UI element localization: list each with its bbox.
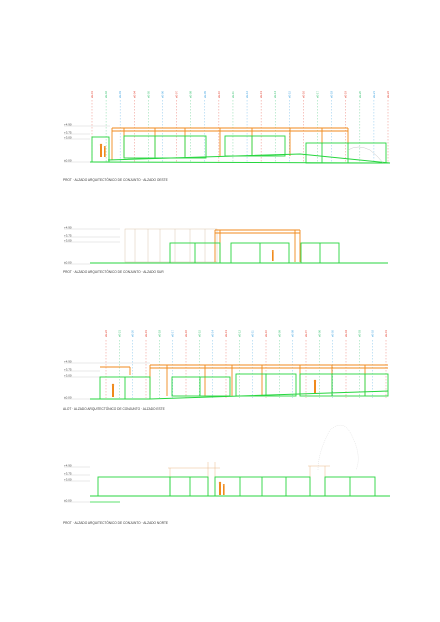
axis-label: eE-10 xyxy=(264,330,268,337)
axis-label: eE-19 xyxy=(144,330,148,337)
axis-label: eE-06 xyxy=(317,330,321,337)
axis-label: eE-10 xyxy=(217,91,221,98)
elevation-norte: +4.90 +3.75 +3.00 ±0.00 xyxy=(63,425,390,525)
faint-structure-norte xyxy=(168,462,330,496)
axis-label: eE-09 xyxy=(277,330,281,337)
axis-label: eE-02 xyxy=(371,330,375,337)
level-label: +4.90 xyxy=(64,360,72,364)
axis-label: eE-21 xyxy=(372,91,376,98)
level-label: +3.75 xyxy=(64,234,72,238)
axis-label: eE-14 xyxy=(273,91,277,98)
axis-label: eE-18 xyxy=(157,330,161,337)
axis-label: eE-14 xyxy=(211,330,215,337)
axis-label: eE-11 xyxy=(231,91,235,98)
level-marks-sur: +4.90 +3.75 +3.00 ±0.00 xyxy=(64,226,120,265)
elevation-este: eE-22 eE-21 eE-20 eE-19 eE-18 eE-17 eE-16 eE-15… xyxy=(63,330,389,411)
axis-label: eE-08 xyxy=(189,91,193,98)
axis-label: eE-13 xyxy=(224,330,228,337)
level-label: ±0.00 xyxy=(64,499,72,503)
axis-label: eE-09 xyxy=(203,91,207,98)
axis-label: eE-04 xyxy=(132,91,136,98)
level-label: +3.00 xyxy=(64,478,72,482)
axis-label: eE-05 xyxy=(146,91,150,98)
axis-labels-este: eE-22 eE-21 eE-20 eE-19 eE-18 eE-17 eE-16 eE-15… xyxy=(104,330,388,337)
axis-label: eE-19 xyxy=(344,91,348,98)
axis-label: eE-15 xyxy=(197,330,201,337)
glazing-norte xyxy=(97,476,376,497)
ground-line-este xyxy=(90,390,389,400)
axis-lines-este xyxy=(105,340,387,398)
axis-label: eE-03 xyxy=(118,91,122,98)
human-figure xyxy=(99,143,106,157)
structure-frame-este xyxy=(100,364,388,396)
level-label: +3.75 xyxy=(64,368,72,372)
level-label: ±0.00 xyxy=(64,261,72,265)
human-figure xyxy=(271,250,274,261)
axis-label: eE-16 xyxy=(184,330,188,337)
axis-label: eE-22 xyxy=(386,91,390,98)
level-marks-este: +4.90 +3.75 +3.00 ±0.00 xyxy=(64,360,150,400)
axis-label: eE-07 xyxy=(304,330,308,337)
ground-line-oeste xyxy=(89,153,391,164)
level-label: +3.00 xyxy=(64,374,72,378)
axis-label: eE-12 xyxy=(245,91,249,98)
axis-label: eE-18 xyxy=(330,91,334,98)
axis-label: eE-12 xyxy=(237,330,241,337)
axis-label: eE-11 xyxy=(251,330,255,337)
structure-frame-sur xyxy=(214,229,301,262)
glazing-este xyxy=(99,373,389,400)
glazing-oeste xyxy=(91,135,387,164)
human-figure xyxy=(218,481,225,495)
level-label: +3.00 xyxy=(64,136,72,140)
tree-outline xyxy=(347,146,385,165)
elevation-caption: PROT · ALZADO ARQUITECTÓNICO DE CONJUNTO… xyxy=(63,520,168,525)
elevation-oeste: eE-01 eE-02 eE-03 eE-04 eE-05 eE-06 eE-07 eE-08… xyxy=(63,91,391,182)
tree-outline xyxy=(317,425,359,471)
elevation-caption: PROT · ALZADO ARQUITECTÓNICO DE CONJUNTO… xyxy=(63,177,168,182)
glazing-sur xyxy=(169,242,340,264)
axis-label: eE-06 xyxy=(160,91,164,98)
axis-label: eE-22 xyxy=(104,330,108,337)
axis-label: eE-13 xyxy=(259,91,263,98)
faint-structure-sur xyxy=(124,228,218,263)
level-label: +4.90 xyxy=(64,464,72,468)
axis-label: eE-04 xyxy=(344,330,348,337)
axis-label: eE-20 xyxy=(131,330,135,337)
level-label: +4.90 xyxy=(64,226,72,230)
axis-label: eE-20 xyxy=(358,91,362,98)
axis-label: eE-17 xyxy=(171,330,175,337)
elevation-sur: +4.90 +3.75 +3.00 ±0.00 xyxy=(63,226,388,274)
axis-label: eE-01 xyxy=(90,91,94,98)
axis-label: eE-01 xyxy=(384,330,388,337)
level-label: +3.75 xyxy=(64,472,72,476)
level-label: ±0.00 xyxy=(64,159,72,163)
level-label: +4.90 xyxy=(64,123,72,127)
level-marks-oeste: +4.90 +3.75 +3.00 ±0.00 xyxy=(64,123,110,163)
axis-label: eE-17 xyxy=(316,91,320,98)
axis-label: eE-02 xyxy=(104,91,108,98)
axis-label: eE-16 xyxy=(301,91,305,98)
axis-label: eE-07 xyxy=(175,91,179,98)
level-marks-norte: +4.90 +3.75 +3.00 ±0.00 xyxy=(64,464,90,503)
level-label: ±0.00 xyxy=(64,396,72,400)
axis-label: eE-08 xyxy=(291,330,295,337)
level-label: +3.00 xyxy=(64,239,72,243)
level-label: +3.75 xyxy=(64,131,72,135)
axis-label: eE-21 xyxy=(117,330,121,337)
elevation-caption: ALOT · ALZADO ARQUITECTÓNICO DE CONJUNTO… xyxy=(63,406,165,411)
elevation-caption: PROT · ALZADO ARQUITECTÓNICO DE CONJUNTO… xyxy=(63,269,164,274)
axis-label: eE-03 xyxy=(357,330,361,337)
axis-label: eE-15 xyxy=(287,91,291,98)
axis-label: eE-05 xyxy=(331,330,335,337)
human-figure xyxy=(111,379,317,397)
axis-labels-oeste: eE-01 eE-02 eE-03 eE-04 eE-05 eE-06 eE-07 eE-08… xyxy=(90,91,390,98)
